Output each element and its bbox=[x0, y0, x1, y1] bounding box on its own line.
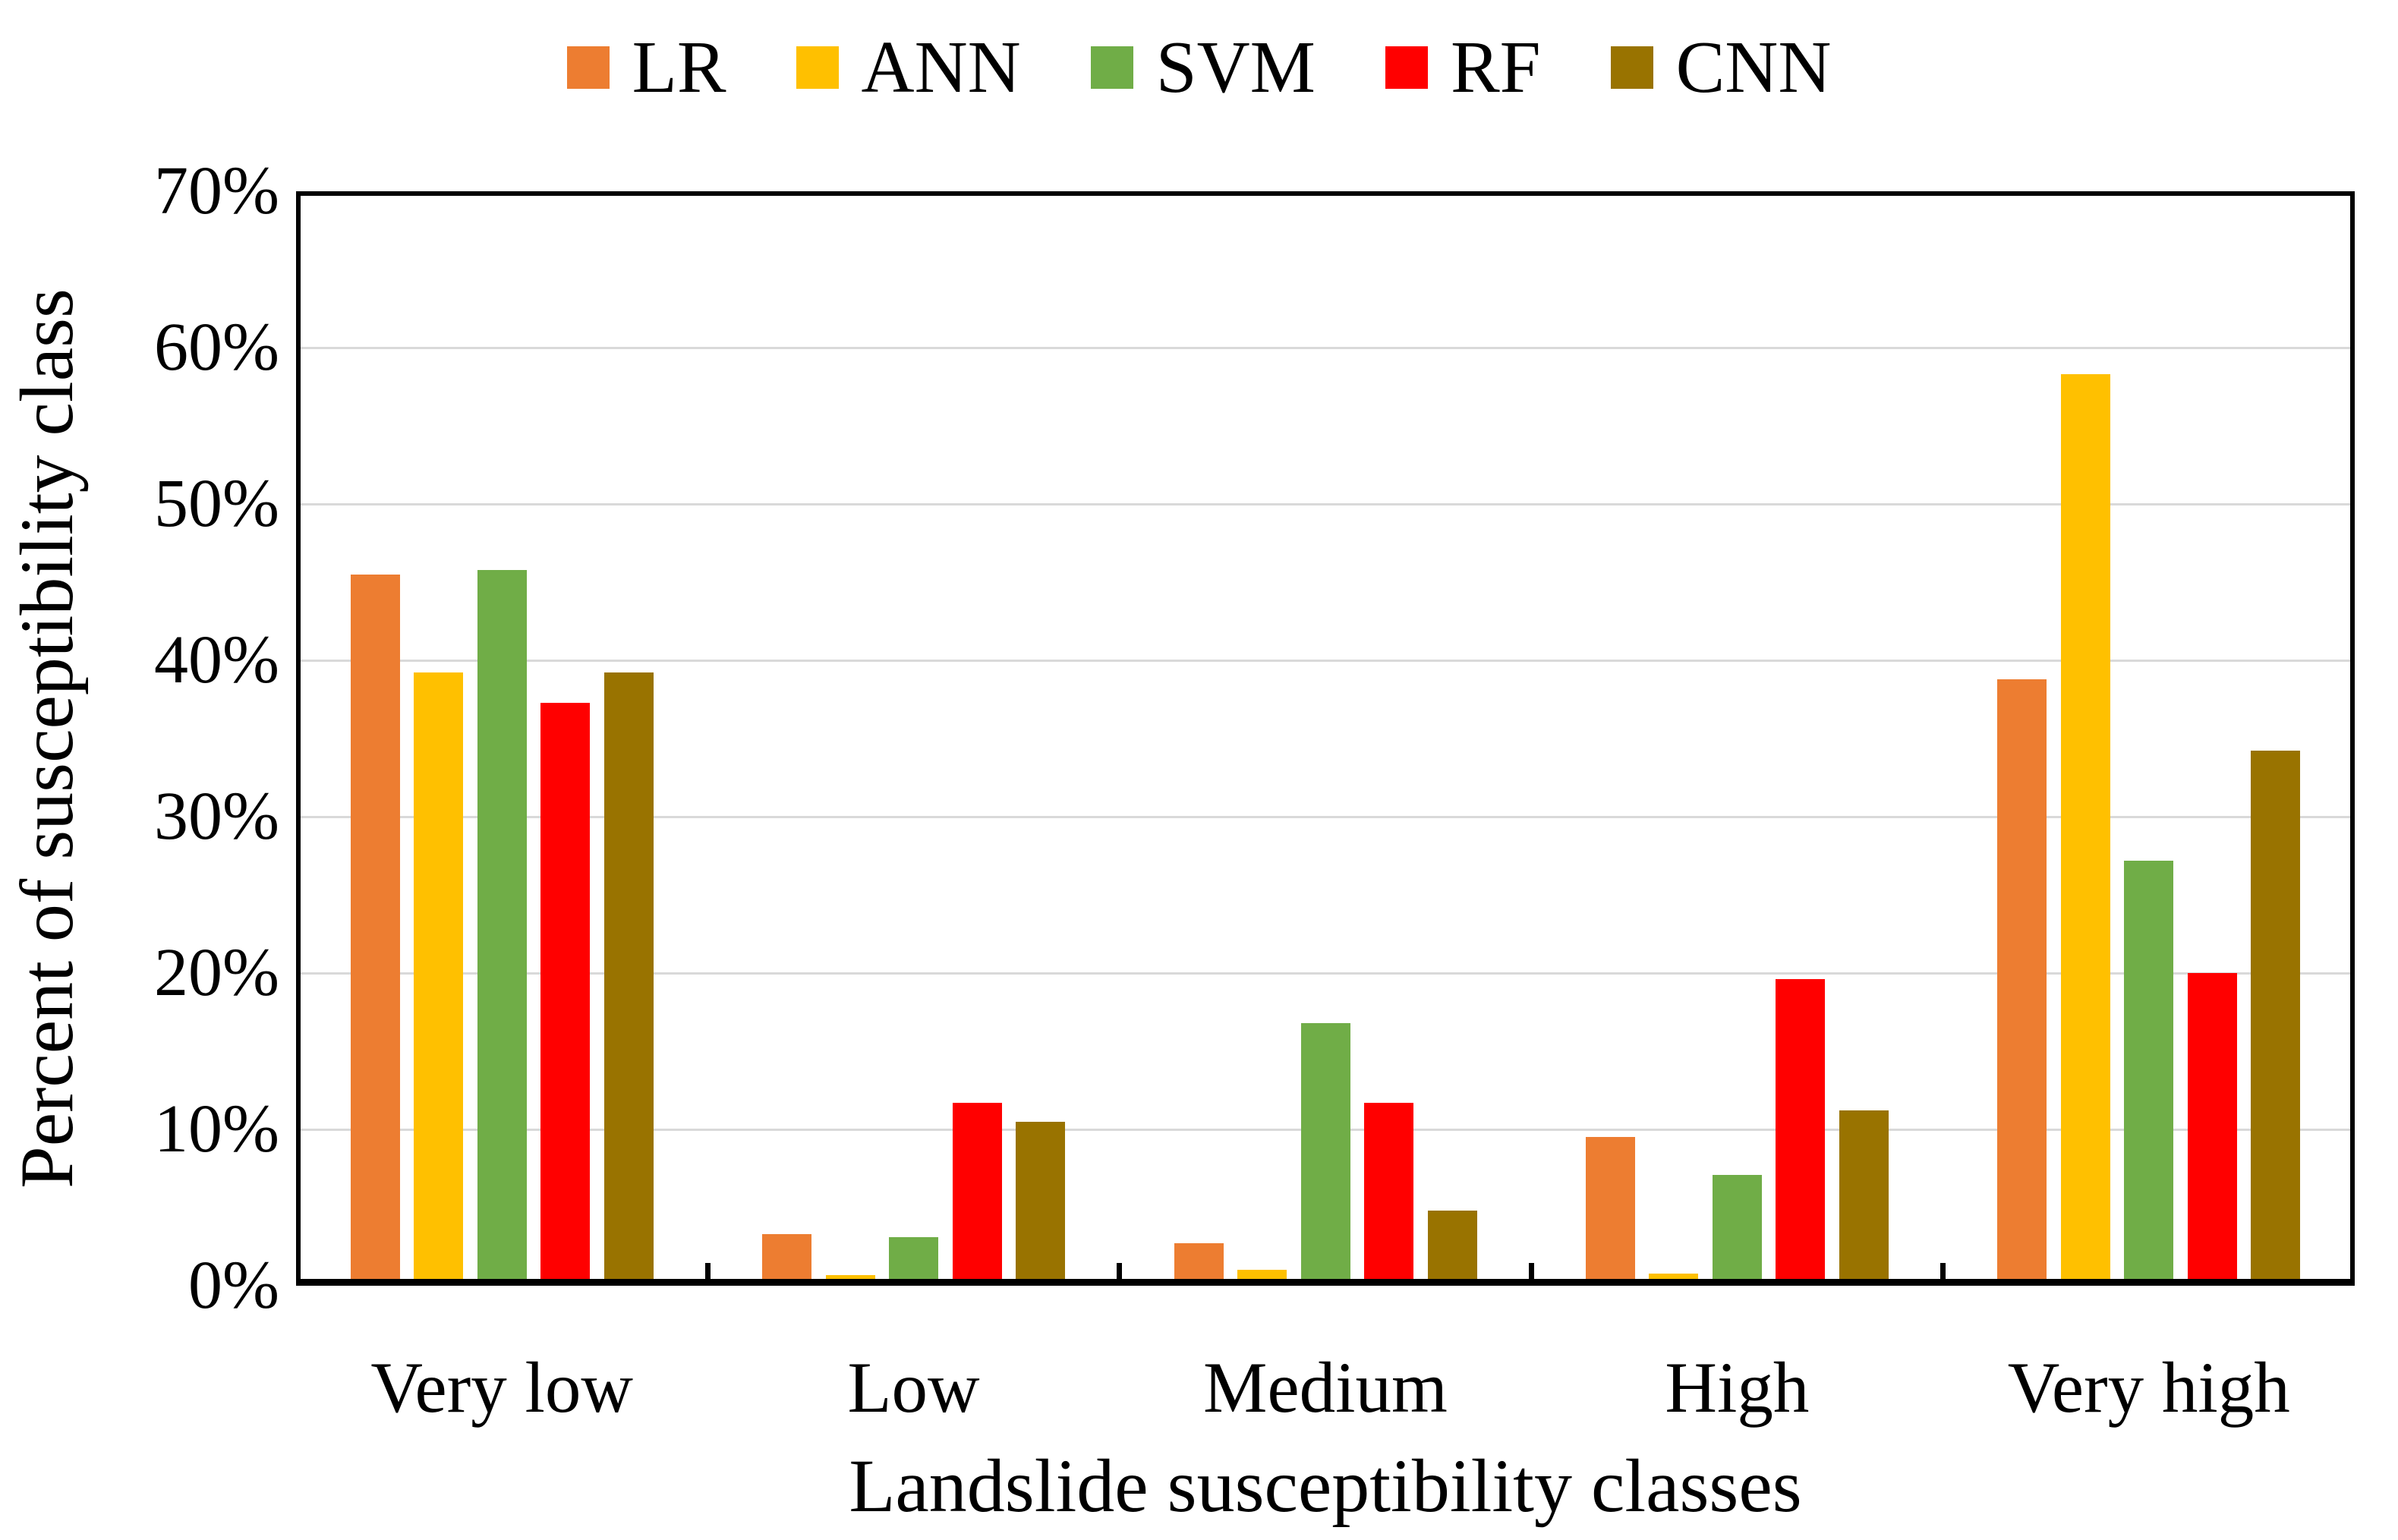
y-tick-label-30pct: 30% bbox=[154, 779, 279, 854]
x-axis-title: Landslide susceptibility classes bbox=[849, 1444, 1802, 1528]
gridline-60 bbox=[296, 346, 2355, 349]
bar-cnn-medium bbox=[1427, 1211, 1477, 1286]
gridline-40 bbox=[296, 659, 2355, 662]
x-category-label-very-low: Very low bbox=[370, 1347, 634, 1428]
legend-item-cnn: CNN bbox=[1610, 27, 1832, 108]
legend-label-svm: SVM bbox=[1155, 27, 1316, 108]
bar-cnn-very-high bbox=[2251, 751, 2301, 1286]
bar-svm-very-high bbox=[2124, 860, 2174, 1286]
x-category-label-high: High bbox=[1665, 1347, 1810, 1428]
bar-rf-very-low bbox=[540, 702, 591, 1286]
bar-rf-high bbox=[1776, 979, 1826, 1286]
y-tick-label-70pct: 70% bbox=[154, 153, 279, 228]
y-tick-label-60pct: 60% bbox=[154, 310, 279, 385]
legend-swatch-ann bbox=[796, 46, 839, 89]
bar-lr-very-low bbox=[350, 574, 400, 1286]
bar-rf-medium bbox=[1364, 1102, 1413, 1286]
legend-swatch-svm bbox=[1090, 46, 1133, 89]
legend: LR ANN SVM RF CNN bbox=[0, 29, 2398, 106]
bar-svm-low bbox=[889, 1237, 939, 1286]
bar-ann-very-high bbox=[2060, 374, 2110, 1286]
legend-label-ann: ANN bbox=[861, 27, 1021, 108]
x-category-label-low: Low bbox=[847, 1347, 980, 1428]
gridline-30 bbox=[296, 815, 2355, 818]
bar-svm-high bbox=[1712, 1174, 1762, 1286]
y-tick-label-20pct: 20% bbox=[154, 935, 279, 1010]
legend-swatch-rf bbox=[1385, 46, 1428, 89]
legend-swatch-lr bbox=[566, 46, 610, 89]
legend-swatch-cnn bbox=[1610, 46, 1653, 89]
legend-label-rf: RF bbox=[1450, 27, 1541, 108]
legend-item-lr: LR bbox=[566, 27, 726, 108]
x-axis-tick-mark bbox=[1117, 1263, 1123, 1286]
bar-rf-low bbox=[952, 1102, 1002, 1286]
bar-rf-very-high bbox=[2187, 973, 2237, 1286]
y-axis-title: Percent of susceptibility class bbox=[5, 288, 89, 1189]
x-category-label-medium: Medium bbox=[1203, 1347, 1448, 1428]
bar-cnn-very-low bbox=[603, 672, 654, 1286]
bar-cnn-high bbox=[1839, 1110, 1889, 1286]
bar-svm-medium bbox=[1300, 1022, 1350, 1286]
plot-area bbox=[296, 191, 2355, 1286]
legend-item-ann: ANN bbox=[796, 29, 1021, 106]
y-tick-label-0pct: 0% bbox=[188, 1248, 279, 1323]
legend-label-cnn: CNN bbox=[1675, 27, 1832, 108]
x-axis-tick-mark bbox=[1528, 1263, 1534, 1286]
legend-label-lr: LR bbox=[632, 27, 726, 108]
bar-ann-high bbox=[1649, 1273, 1699, 1286]
y-tick-label-40pct: 40% bbox=[154, 622, 279, 698]
bar-lr-very-high bbox=[1997, 679, 2047, 1286]
x-category-label-very-high: Very high bbox=[2007, 1347, 2290, 1428]
bar-ann-medium bbox=[1237, 1270, 1287, 1286]
gridline-20 bbox=[296, 972, 2355, 975]
bar-lr-high bbox=[1585, 1137, 1635, 1286]
x-axis-tick-mark bbox=[1940, 1263, 1946, 1286]
legend-item-rf: RF bbox=[1385, 29, 1541, 106]
gridline-50 bbox=[296, 502, 2355, 505]
bar-ann-very-low bbox=[414, 672, 464, 1286]
bar-cnn-low bbox=[1016, 1121, 1066, 1286]
y-tick-label-50pct: 50% bbox=[154, 466, 279, 541]
bar-lr-medium bbox=[1174, 1243, 1224, 1286]
y-tick-label-10pct: 10% bbox=[154, 1091, 279, 1167]
bar-lr-low bbox=[762, 1234, 812, 1286]
x-axis-tick-mark bbox=[704, 1263, 711, 1286]
bar-ann-low bbox=[825, 1274, 875, 1286]
bar-svm-very-low bbox=[477, 569, 527, 1286]
legend-item-svm: SVM bbox=[1090, 27, 1316, 108]
